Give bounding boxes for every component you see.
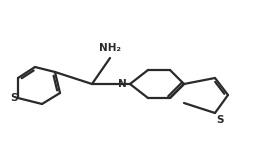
Text: S: S [216,115,224,125]
Text: S: S [10,93,18,103]
Text: N: N [118,79,126,89]
Text: NH₂: NH₂ [99,43,121,53]
